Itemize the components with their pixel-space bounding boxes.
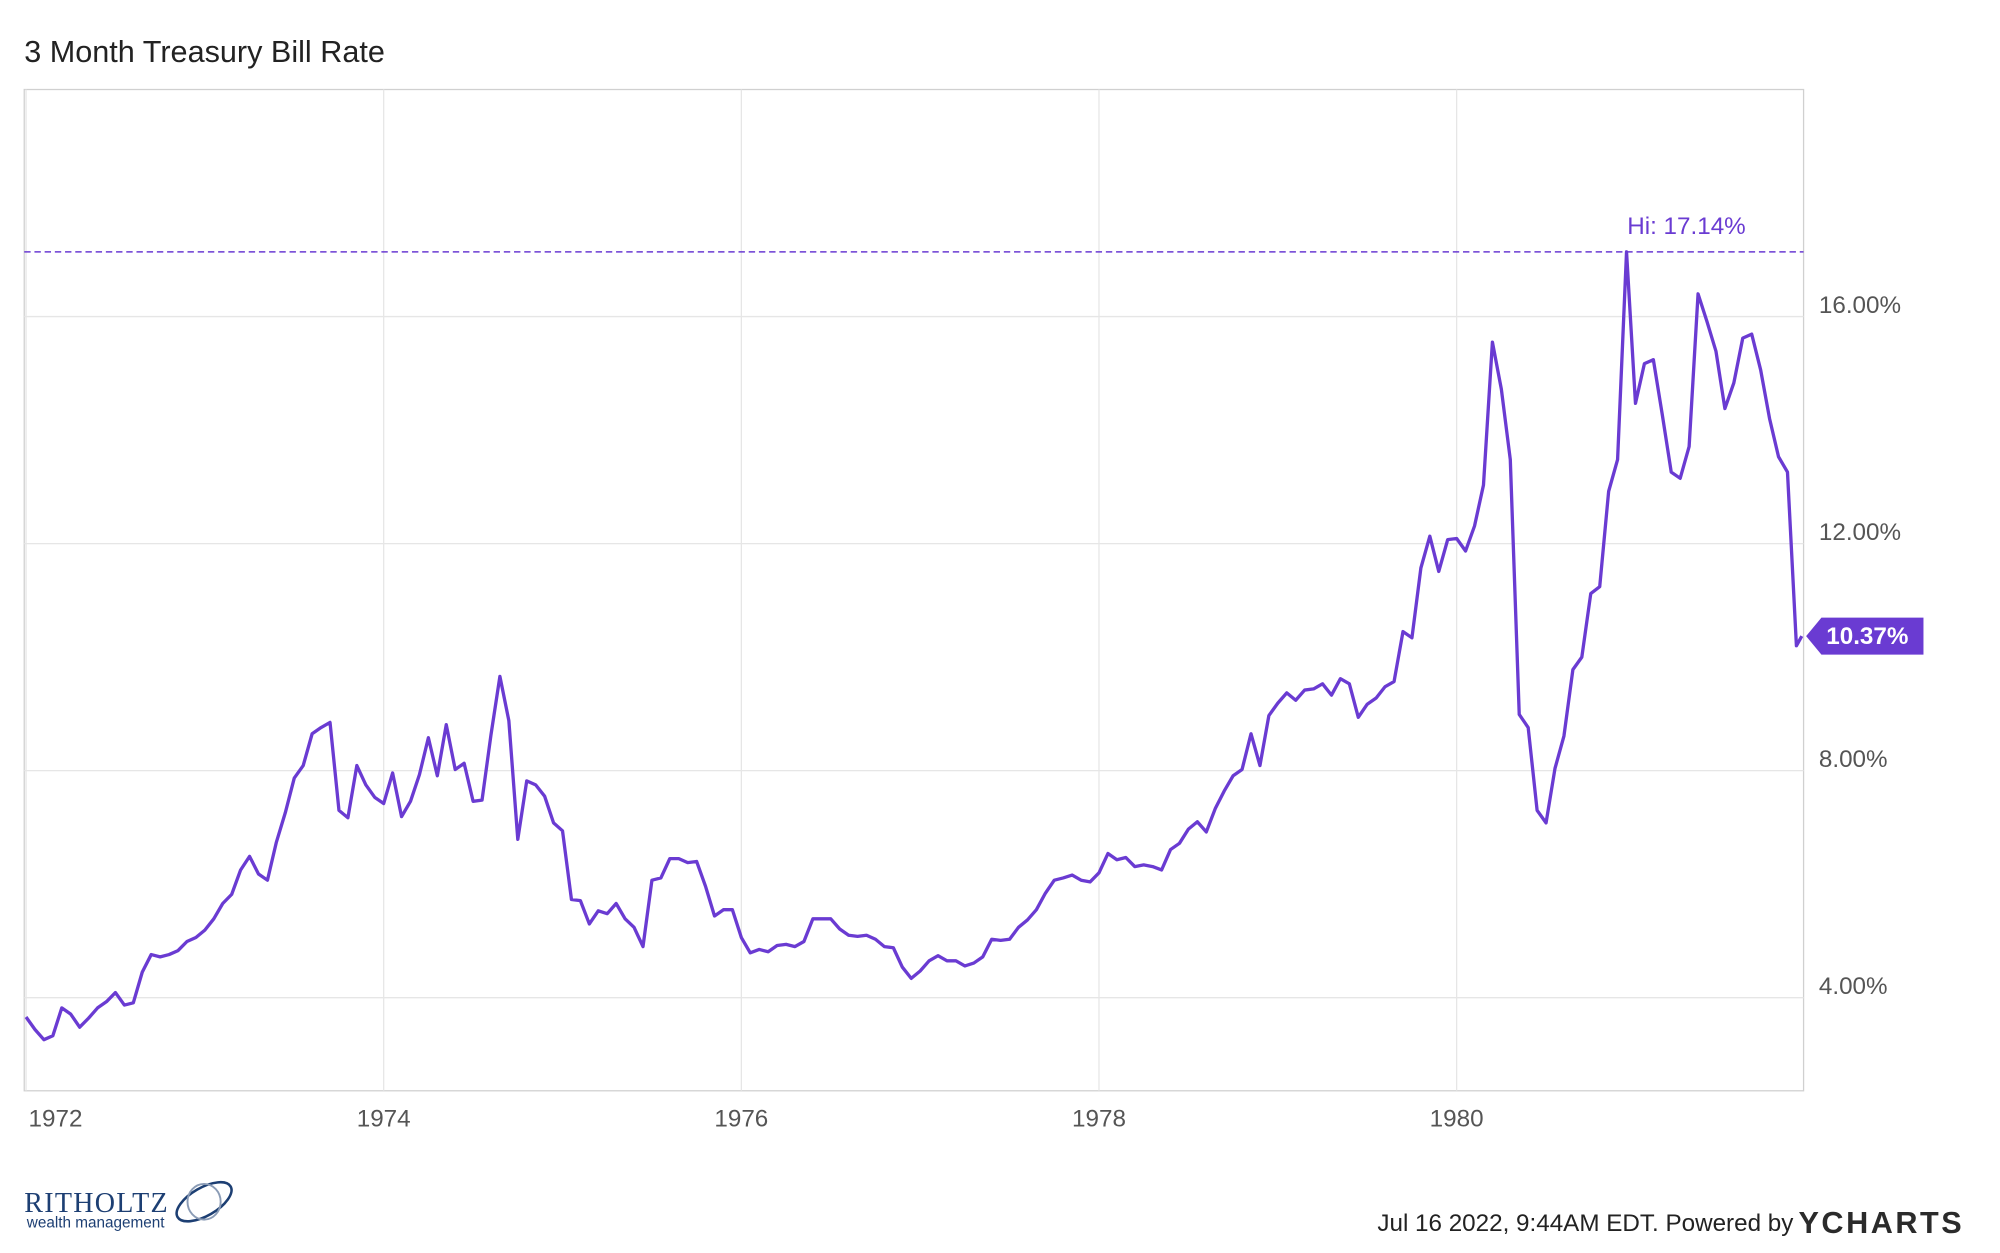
x-tick-label: 1972 [29,1106,83,1133]
high-label: Hi: 17.14% [1627,213,1745,240]
brand-icon [186,1182,222,1221]
x-tick-label: 1974 [357,1106,411,1133]
y-tick-label: 8.00% [1819,746,1888,773]
plot-frame [23,88,1805,1092]
y-tick-label: 4.00% [1819,973,1888,1000]
footer-timestamp: Jul 16 2022, 9:44AM EDT. Powered by [1377,1210,1794,1237]
footer-logo: RITHOLTZ wealth management [24,1180,233,1231]
chart-title: 3 Month Treasury Bill Rate [24,35,385,69]
brand-sub: wealth management [26,1214,166,1231]
y-tick-label: 12.00% [1819,519,1901,546]
last-value-label: 10.37% [1826,623,1908,650]
brand: RITHOLTZ [24,1188,169,1219]
y-tick-label: 16.00% [1819,292,1901,319]
x-tick-label: 1980 [1430,1106,1484,1133]
x-tick-label: 1976 [714,1106,768,1133]
brand-icon [175,1180,233,1223]
last-value-tag [1806,617,1924,655]
series-line [24,250,1804,1042]
x-tick-label: 1978 [1072,1106,1126,1133]
footer-provider: YCHARTS [1798,1206,1964,1240]
